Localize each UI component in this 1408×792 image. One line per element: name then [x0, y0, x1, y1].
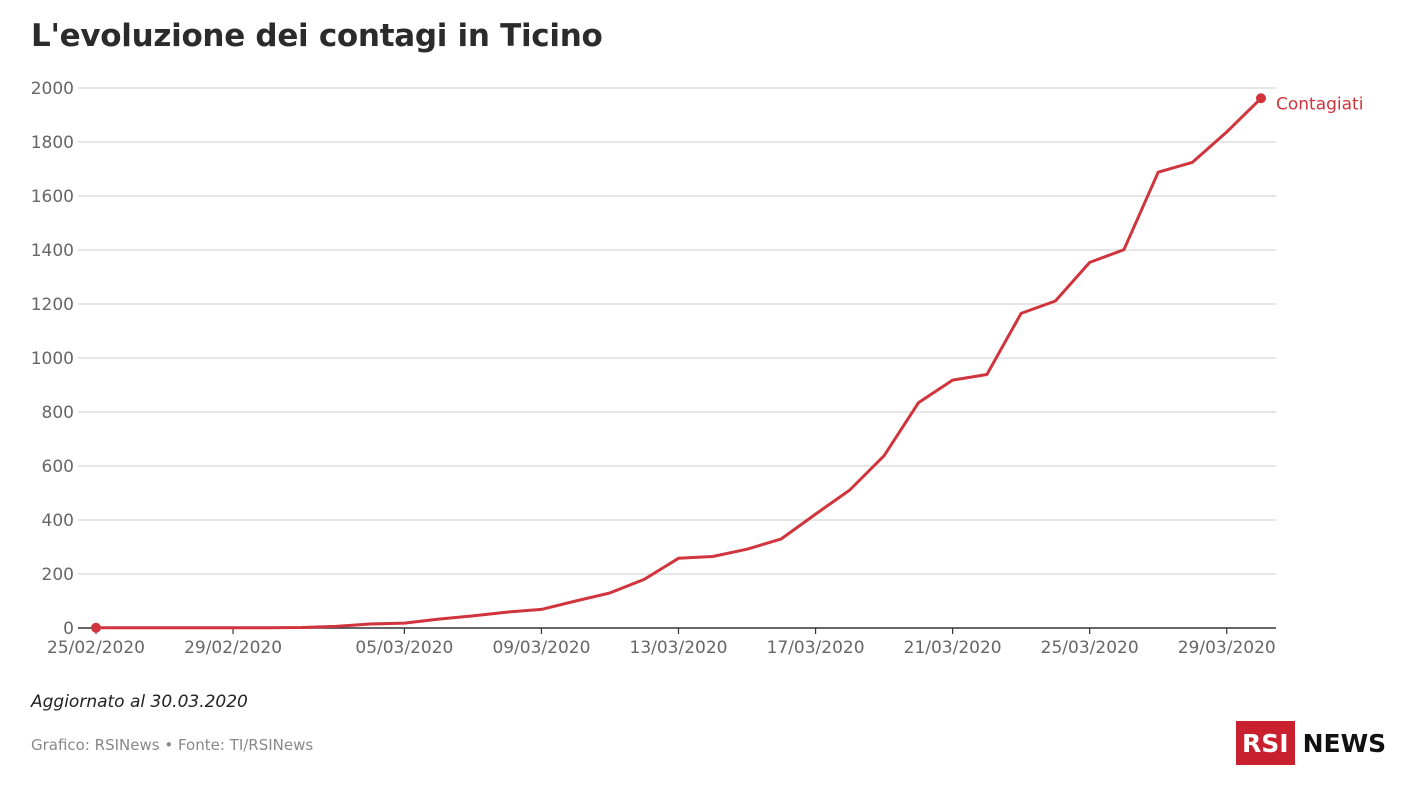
x-tick-label: 29/03/2020 — [1178, 638, 1276, 658]
series-label-contagiati: Contagiati — [1276, 94, 1363, 114]
series-start-point — [91, 622, 101, 633]
x-tick-label: 21/03/2020 — [904, 638, 1002, 658]
x-tick-label: 25/03/2020 — [1041, 638, 1139, 658]
x-axis-tick-labels: 25/02/2020 29/02/2020 05/03/2020 09/03/2020… — [47, 628, 1276, 658]
line-chart: 0 200 400 600 800 1000 1200 1400 1600 1800 2000 25… — [31, 79, 1364, 658]
x-tick-label: 13/03/2020 — [630, 638, 728, 658]
x-tick-label: 29/02/2020 — [184, 638, 282, 658]
x-tick-label: 17/03/2020 — [767, 638, 865, 658]
grid-lines — [78, 87, 1276, 575]
logo-text: NEWS — [1302, 728, 1387, 758]
x-tick-label: 09/03/2020 — [492, 638, 590, 658]
source-credit: Grafico: RSINews • Fonte: TI/RSINews — [31, 736, 314, 754]
y-tick-label: 800 — [42, 403, 74, 423]
y-tick-label: 600 — [42, 457, 74, 477]
y-tick-label: 2000 — [31, 79, 74, 99]
y-tick-label: 0 — [63, 619, 74, 639]
x-tick-label: 05/03/2020 — [355, 638, 453, 658]
y-tick-label: 200 — [42, 565, 74, 585]
y-tick-label: 1800 — [31, 133, 74, 153]
logo-box: RSI — [1236, 721, 1295, 765]
y-tick-label: 1400 — [31, 241, 74, 261]
y-tick-label: 1000 — [31, 349, 74, 369]
x-tick-label: 25/02/2020 — [47, 638, 145, 658]
y-tick-label: 1600 — [31, 187, 74, 207]
y-axis-tick-labels: 0 200 400 600 800 1000 1200 1400 1600 1800 2000 — [31, 79, 74, 639]
y-tick-label: 400 — [42, 511, 74, 531]
series-line-contagiati — [94, 96, 1263, 630]
y-tick-label: 1200 — [31, 295, 74, 315]
series-layer: Contagiati — [91, 93, 1363, 633]
updated-note: Aggiornato al 30.03.2020 — [31, 692, 248, 712]
rsi-news-logo: RSI NEWS — [1236, 721, 1386, 765]
series-end-point — [1256, 93, 1266, 104]
chart-title: L'evoluzione dei contagi in Ticino — [31, 18, 603, 54]
